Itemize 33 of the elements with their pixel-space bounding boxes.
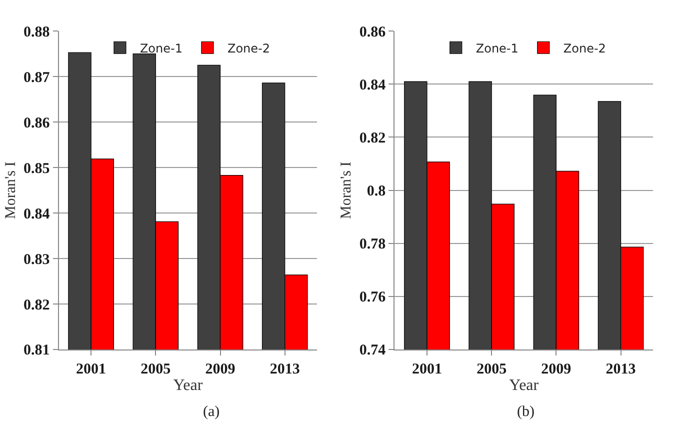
y-tick-label: 0.84: [24, 206, 50, 222]
text: (a): [203, 404, 220, 420]
legend-label: Zone-1: [476, 41, 518, 56]
y-tick-label: 0.86: [359, 24, 386, 40]
x-axis-title: Year: [509, 377, 540, 394]
legend-label: Zone-1: [140, 41, 182, 56]
legend-label: Zone-2: [227, 41, 270, 56]
x-tick-label: 2001: [412, 361, 442, 378]
y-tick-label: 0.76: [359, 290, 386, 306]
y-axis-title: Moran's I: [338, 162, 355, 219]
y-tick-label: 0.85: [24, 160, 50, 177]
y-tick-label: 0.8: [366, 184, 386, 200]
x-tick-label: 2013: [270, 361, 300, 378]
x-tick-label: 2009: [541, 361, 572, 378]
text: (b): [517, 404, 534, 420]
x-axis-title: Year: [173, 377, 204, 394]
y-tick-label: 0.88: [24, 24, 50, 40]
y-axis-title: Moran's I: [2, 162, 19, 219]
y-tick-label: 0.78: [359, 236, 386, 253]
y-tick-label: 0.86: [24, 115, 50, 132]
y-tick-label: 0.81: [24, 342, 50, 359]
legend-label: Zone-2: [563, 41, 606, 56]
x-tick-label: 2001: [76, 361, 106, 378]
y-tick-label: 0.83: [24, 252, 50, 268]
x-tick-label: 2013: [606, 361, 636, 378]
x-tick-label: 2005: [140, 361, 171, 378]
y-tick-label: 0.87: [24, 70, 50, 86]
y-tick-label: 0.82: [359, 130, 386, 146]
y-tick-label: 0.74: [359, 342, 386, 359]
y-tick-label: 0.84: [359, 77, 386, 94]
x-tick-label: 2009: [205, 361, 236, 378]
y-tick-label: 0.82: [24, 297, 50, 314]
x-tick-label: 2005: [476, 361, 507, 378]
